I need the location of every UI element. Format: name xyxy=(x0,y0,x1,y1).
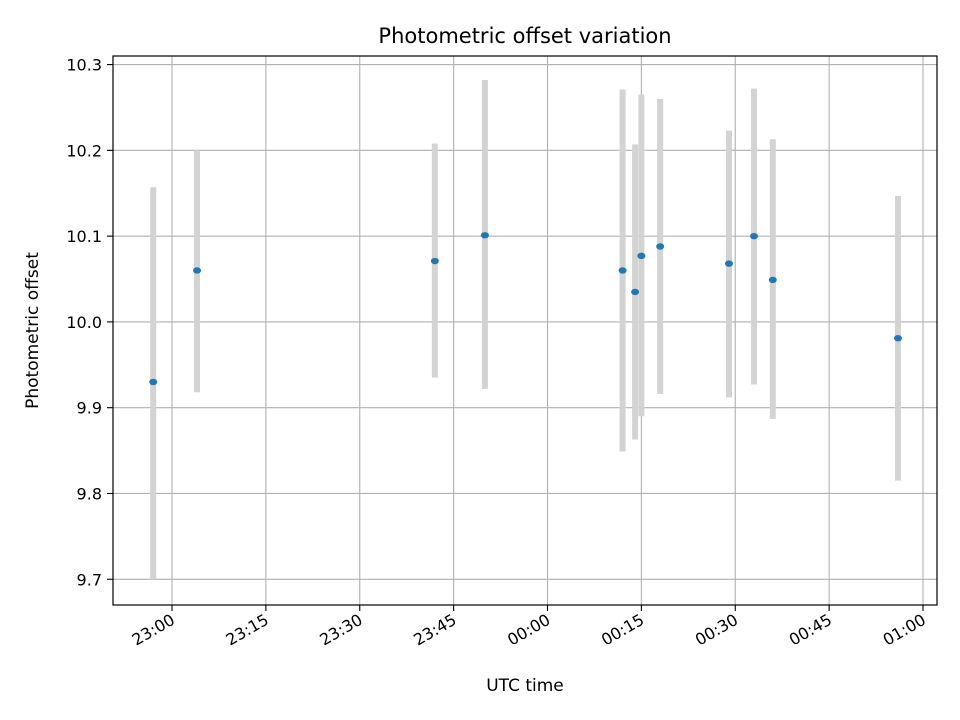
data-point xyxy=(724,260,733,267)
y-tick-label: 9.7 xyxy=(77,570,102,589)
y-tick-label: 10.0 xyxy=(66,313,102,332)
data-point xyxy=(631,288,640,296)
y-tick-label: 9.8 xyxy=(77,484,102,503)
data-points xyxy=(149,232,902,386)
data-point xyxy=(637,252,646,260)
data-point xyxy=(750,232,759,240)
data-point xyxy=(149,378,158,386)
data-point xyxy=(768,276,777,284)
y-tick-label: 10.2 xyxy=(66,141,102,160)
y-tick-label: 10.3 xyxy=(66,56,102,75)
y-tick-label: 9.9 xyxy=(77,399,102,418)
chart-title: Photometric offset variation xyxy=(378,24,671,48)
plot-frame xyxy=(112,55,938,606)
data-point xyxy=(193,267,202,274)
data-point xyxy=(618,267,627,274)
data-point xyxy=(430,257,439,265)
x-axis-title: UTC time xyxy=(486,676,564,696)
data-point xyxy=(480,232,489,239)
y-tick-label: 10.1 xyxy=(66,227,102,246)
y-axis-title: Photometric offset xyxy=(23,252,43,409)
data-point xyxy=(893,335,902,342)
data-point xyxy=(656,243,665,250)
